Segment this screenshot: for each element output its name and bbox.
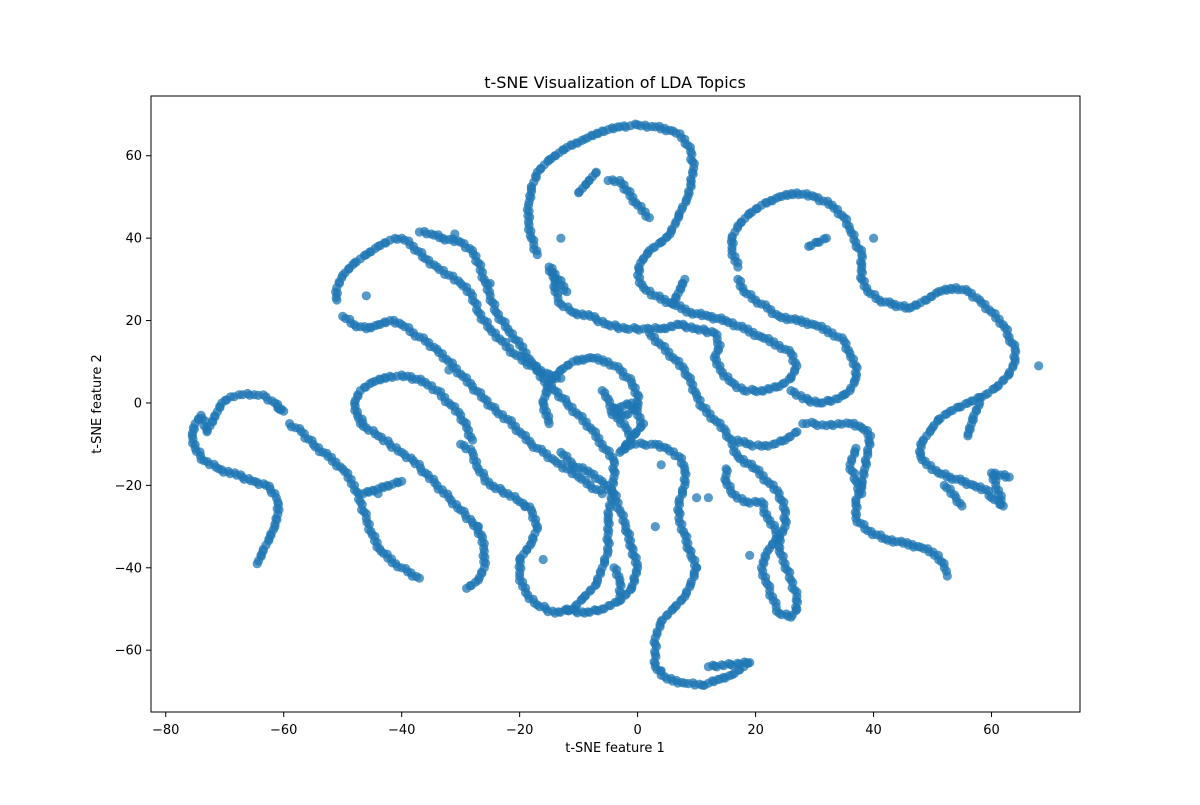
scatter-point xyxy=(857,489,867,499)
scatter-point xyxy=(644,213,655,223)
y-tick-label: 20 xyxy=(125,314,142,329)
scatter-point xyxy=(520,501,531,511)
scatter-point xyxy=(1034,361,1044,371)
scatter-point xyxy=(562,287,572,297)
y-axis-label: t-SNE feature 2 xyxy=(90,354,105,453)
x-tick-label: −80 xyxy=(152,723,179,738)
scatter-point xyxy=(556,233,566,243)
points-layer xyxy=(187,119,1044,691)
scatter-point xyxy=(397,476,407,486)
scatter-point xyxy=(733,435,743,445)
x-tick-label: 60 xyxy=(983,723,1000,738)
x-tick-label: 20 xyxy=(747,723,764,738)
y-tick-label: 0 xyxy=(134,396,142,411)
x-tick-label: −60 xyxy=(270,723,297,738)
scatter-point xyxy=(456,439,466,449)
scatter-point xyxy=(656,666,666,676)
scatter-point xyxy=(273,402,283,412)
scatter-point xyxy=(786,386,796,396)
scatter-point xyxy=(473,522,483,532)
x-axis: −80 −60 −40 −20 0 20 40 60 xyxy=(152,712,1000,738)
scatter-point xyxy=(721,464,731,474)
scatter-point xyxy=(745,550,755,561)
scatter-point xyxy=(680,274,690,284)
chart-title: t-SNE Visualization of LDA Topics xyxy=(484,73,746,92)
x-tick-label: 40 xyxy=(865,723,882,738)
x-axis-label: t-SNE feature 1 xyxy=(565,741,664,756)
scatter-point xyxy=(444,365,454,375)
scatter-point xyxy=(450,229,460,239)
x-tick-label: 0 xyxy=(633,723,641,738)
scatter-point xyxy=(414,573,424,583)
scatter-point xyxy=(656,460,666,470)
y-axis: −60 −40 −20 0 20 40 60 xyxy=(115,149,151,659)
scatter-point xyxy=(467,435,478,445)
scatter-point xyxy=(562,604,572,614)
scatter-point xyxy=(650,522,660,532)
x-tick-label: −20 xyxy=(506,723,533,738)
scatter-point xyxy=(975,398,985,408)
scatter-point xyxy=(703,662,714,672)
scatter-point xyxy=(361,291,371,301)
plot-frame xyxy=(150,95,1081,713)
scatter-point xyxy=(538,554,548,565)
scatter-point xyxy=(957,501,967,511)
scatter-point xyxy=(804,241,814,251)
y-tick-label: −60 xyxy=(115,644,142,659)
scatter-point xyxy=(1004,472,1014,482)
y-tick-label: −40 xyxy=(115,561,142,576)
scatter-point xyxy=(869,233,879,243)
scatter-point xyxy=(615,592,625,602)
scatter-point xyxy=(692,493,702,503)
scatter-point xyxy=(485,278,495,289)
scatter-point xyxy=(591,167,601,177)
y-tick-label: −20 xyxy=(115,479,142,494)
y-tick-label: 40 xyxy=(125,232,142,247)
scatter-point xyxy=(373,489,383,499)
y-tick-label: 60 xyxy=(125,149,142,164)
x-tick-label: −40 xyxy=(388,723,415,738)
scatter-point xyxy=(597,386,607,396)
scatter-point xyxy=(703,493,714,503)
scatter-point xyxy=(692,563,702,573)
scatter-point xyxy=(942,571,952,581)
scatter-point xyxy=(355,419,365,429)
